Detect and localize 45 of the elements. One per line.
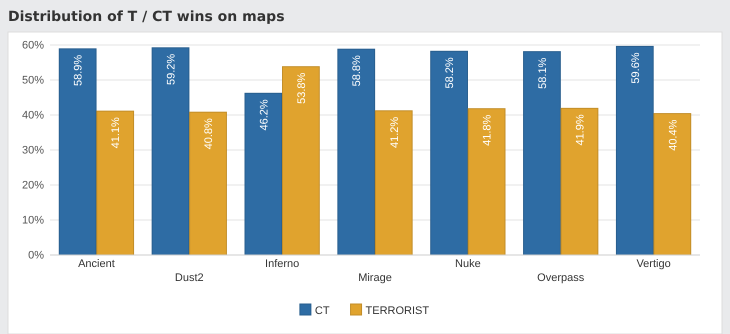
bar [189, 112, 227, 256]
y-tick-label: 30% [22, 144, 44, 157]
data-label: 41.2% [388, 116, 401, 148]
bar [244, 92, 282, 256]
bar [282, 66, 320, 256]
y-tick-label: 20% [22, 180, 44, 192]
y-tick-label: 10% [22, 214, 44, 227]
data-label: 46.2% [258, 99, 270, 131]
y-tick-label: 60% [22, 40, 44, 52]
data-label: 59.6% [630, 52, 642, 84]
data-label: 40.8% [203, 118, 216, 150]
data-label: 40.4% [667, 119, 680, 151]
y-tick-label: 50% [22, 74, 44, 87]
x-tick-label: Nuke [455, 258, 481, 270]
x-tick-label: Ancient [78, 258, 115, 270]
x-tick-label: Dust2 [174, 272, 204, 284]
data-label: 59.2% [166, 54, 178, 86]
data-label: 53.8% [296, 72, 308, 104]
chart-title: Distribution of T / CT wins on maps [8, 9, 285, 25]
data-label: 58.1% [536, 57, 549, 89]
bar [523, 51, 561, 256]
bar [616, 46, 654, 256]
data-label: 58.2% [444, 57, 456, 89]
x-tick-label: Mirage [358, 272, 392, 284]
x-tick-label: Inferno [265, 258, 300, 270]
y-tick-label: 0% [28, 250, 44, 262]
bar [58, 48, 97, 256]
bar [374, 110, 413, 256]
bar [560, 108, 598, 256]
bar [468, 108, 506, 256]
data-label: 58.9% [72, 54, 85, 86]
data-label: 41.9% [574, 114, 586, 146]
bar [430, 50, 468, 256]
data-label: 41.8% [482, 114, 494, 146]
data-label: 41.1% [110, 116, 122, 148]
data-label: 58.8% [351, 54, 364, 86]
bar [337, 48, 376, 256]
legend-label: TERRORIST [366, 305, 430, 317]
x-tick-label: Vertigo [636, 258, 671, 270]
bar [653, 113, 692, 256]
x-tick-label: Overpass [537, 272, 585, 284]
bar [152, 47, 190, 256]
y-tick-label: 40% [22, 110, 44, 122]
bar [96, 110, 134, 256]
legend-label: CT [314, 305, 330, 317]
